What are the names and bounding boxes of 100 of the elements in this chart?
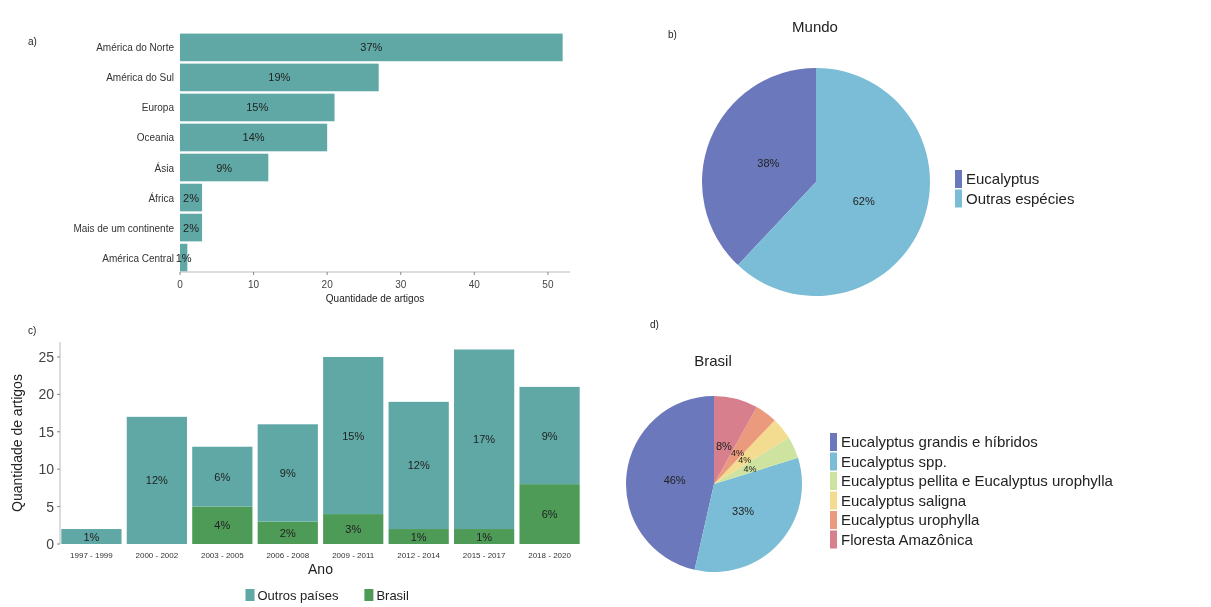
- annotation: 37%: [360, 41, 383, 54]
- x-tick-label: 40: [468, 279, 481, 290]
- y-tick-label: Mais de um continente: [73, 222, 175, 234]
- data-label: 8%: [715, 439, 733, 452]
- annotation: 12%: [145, 474, 169, 487]
- bar: [388, 401, 449, 530]
- y-tick-label: 25: [38, 348, 55, 365]
- text: b): [668, 29, 677, 40]
- annotation: 12%: [407, 459, 430, 472]
- y-tick-label: 5: [46, 498, 55, 515]
- pie-slice: [626, 396, 714, 570]
- bar: [180, 123, 328, 152]
- x-tick-label: 0: [177, 279, 184, 290]
- annotation: 6%: [541, 508, 558, 521]
- annotation: 9%: [279, 466, 296, 479]
- x-tick-label: 2000 - 2002: [135, 551, 179, 560]
- legend-label: Eucalyptus spp.: [841, 452, 947, 470]
- data-label: 33%: [732, 504, 755, 517]
- annotation: 2%: [279, 526, 296, 539]
- x-axis-title: Quantidade de artigos: [325, 293, 425, 304]
- legend-label: Floresta Amazônica: [841, 530, 974, 548]
- bar: [192, 506, 253, 544]
- text: a): [28, 36, 37, 47]
- x-tick-label: 1997 - 1999: [70, 551, 114, 560]
- y-tick-label: América do Norte: [96, 42, 175, 54]
- bar: [126, 416, 187, 544]
- y-tick-label: América do Sul: [106, 72, 174, 84]
- pie-slice: [714, 420, 789, 484]
- x-tick-label: 50: [542, 279, 554, 290]
- y-tick-label: América Central: [102, 252, 174, 264]
- legend-label: Eucalyptus urophylla: [841, 511, 981, 528]
- y-tick-label: 20: [38, 386, 55, 403]
- data-label: 46%: [663, 473, 686, 486]
- x-tick-label: 30: [395, 279, 407, 290]
- annotation: 1%: [83, 530, 100, 543]
- bar: [180, 63, 379, 92]
- y-tick-label: Europa: [141, 102, 175, 114]
- bar: [180, 33, 563, 62]
- data-label: 62%: [852, 194, 875, 207]
- annotation: 9%: [216, 161, 233, 174]
- bar: [519, 484, 580, 544]
- x-tick-label: 2015 - 2017: [462, 551, 507, 560]
- annotation: 17%: [473, 433, 496, 446]
- legend-label: Eucalyptus grandis e híbridos: [841, 433, 1038, 450]
- data-label: 4%: [743, 463, 757, 474]
- annotation: 2%: [183, 221, 200, 234]
- annotation: 1%: [175, 251, 192, 264]
- text: d): [650, 319, 659, 330]
- annotation: 4%: [214, 519, 231, 532]
- annotation: 19%: [268, 71, 291, 84]
- annotation: 2%: [183, 191, 200, 204]
- data-label: 4%: [738, 455, 752, 466]
- annotation: 6%: [214, 470, 231, 483]
- legend-label: Outros países: [257, 588, 339, 603]
- y-tick-label: 10: [38, 461, 55, 478]
- pie-slice: [714, 407, 775, 484]
- x-tick-label: 2003 - 2005: [200, 551, 245, 560]
- bar: [388, 529, 449, 544]
- chart-title: Mundo: [792, 18, 838, 35]
- y-tick-label: Ásia: [154, 161, 175, 174]
- bar: [323, 514, 384, 544]
- annotation: 15%: [342, 429, 365, 442]
- bar: [257, 424, 318, 522]
- x-tick-label: 2009 - 2011: [332, 551, 375, 560]
- x-axis-title: Ano: [308, 561, 334, 577]
- bar: [180, 153, 269, 182]
- bar: [61, 529, 122, 544]
- x-tick-label: 20: [321, 279, 334, 290]
- bar: [180, 93, 335, 122]
- annotation: 3%: [345, 523, 362, 536]
- pie-slice: [694, 457, 802, 572]
- y-tick-label: Oceania: [136, 132, 175, 144]
- x-tick-label: 2006 - 2008: [266, 551, 310, 560]
- y-tick-label: 15: [38, 423, 55, 440]
- text: c): [28, 325, 37, 336]
- legend-label: Eucalyptus pellita e Eucalyptus urophylla: [841, 472, 1114, 489]
- y-axis-title: Quantidade de artigos: [9, 374, 25, 512]
- data-label: 38%: [757, 157, 780, 170]
- bar: [192, 446, 253, 507]
- y-tick-label: África: [148, 191, 175, 204]
- bar: [257, 521, 318, 544]
- legend-label: Brasil: [376, 588, 410, 603]
- legend-label: Eucalyptus: [966, 170, 1040, 187]
- bar: [454, 529, 515, 544]
- x-tick-label: 10: [248, 279, 260, 290]
- bar: [323, 356, 384, 515]
- bar: [519, 386, 580, 485]
- annotation: 15%: [246, 101, 269, 114]
- legend-label: Outras espécies: [966, 189, 1075, 207]
- pie-slice: [702, 68, 816, 266]
- pie-slice: [737, 68, 930, 296]
- annotation: 1%: [476, 530, 493, 543]
- bar: [454, 349, 515, 530]
- x-tick-label: 2012 - 2014: [397, 551, 441, 560]
- pie-slice: [714, 437, 799, 484]
- chart-title: Brasil: [694, 352, 732, 369]
- annotation: 14%: [242, 131, 265, 144]
- legend-label: Eucalyptus saligna: [841, 491, 967, 509]
- annotation: 1%: [410, 530, 427, 543]
- x-tick-label: 2018 - 2020: [528, 551, 572, 560]
